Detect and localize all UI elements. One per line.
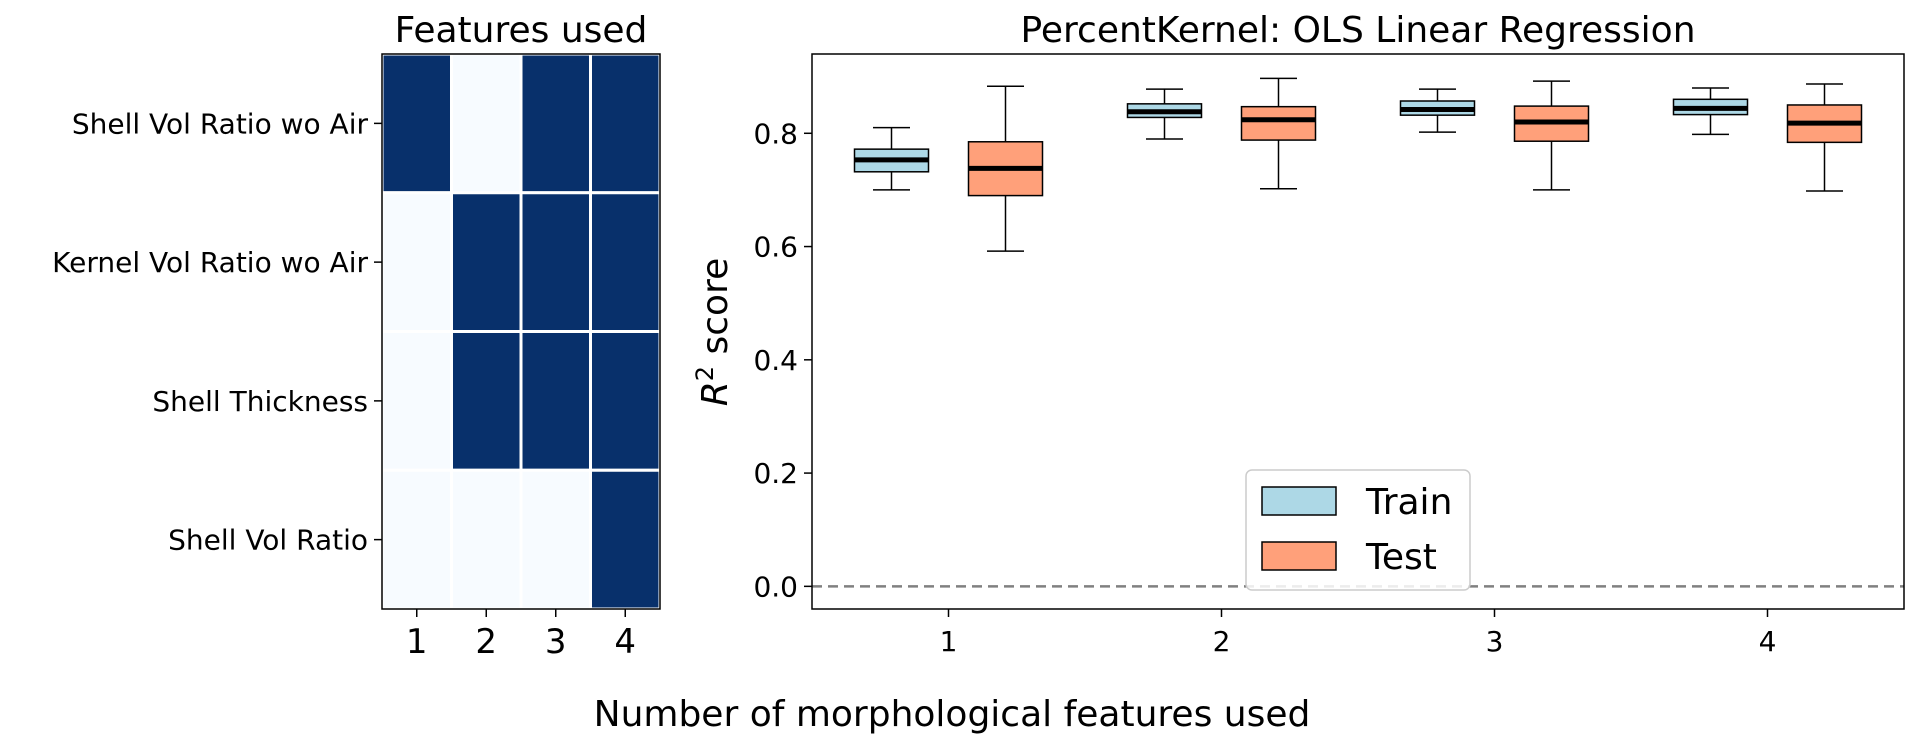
heatmap-cell [519,468,592,611]
heatmap-cell [450,52,523,195]
y-axis-label: R2 score [691,258,736,406]
x-tick-label: 2 [1213,625,1231,658]
x-tick-label: 1 [940,625,958,658]
box-test [967,85,1044,252]
legend-swatch-test [1261,541,1337,571]
shared-x-axis-label: Number of morphological features used [594,694,1311,735]
heatmap-cell [589,191,662,333]
box-test [1240,77,1317,190]
y-tick-label: 0.6 [753,231,798,264]
heatmap-cell [380,468,453,611]
box-iqr [1240,105,1317,141]
heatmap-cell [519,191,592,333]
heatmap-row-label: Shell Vol Ratio wo Air [72,107,369,140]
box-train [1672,87,1749,136]
heatmap-frame [381,53,661,610]
heatmap-cell [589,330,662,472]
y-tick-label: 0.4 [753,344,798,377]
heatmap-cell [519,52,592,195]
heatmap-row-label: Shell Vol Ratio [168,524,368,557]
heatmap-cell [589,468,662,611]
features-heatmap: Features used Shell Vol Ratio wo Air Kern… [52,10,662,662]
heatmap-cell [519,330,592,472]
heatmap-row-labels: Shell Vol Ratio wo Air Kernel Vol Ratio w… [52,107,382,557]
heatmap-title: Features used [395,10,648,51]
y-axis-label-rest: score [695,258,736,366]
x-tick-label: 3 [1486,625,1504,658]
heatmap-cell [450,330,523,472]
y-tick-label: 0.2 [753,457,798,490]
heatmap-cell [380,191,453,333]
box-train [1126,88,1203,140]
box-test [1786,83,1863,192]
heatmap-cell [380,52,453,195]
heatmap-col-label: 2 [475,622,497,662]
heatmap-row-label: Kernel Vol Ratio wo Air [52,246,368,279]
box-train [1399,88,1476,133]
heatmap-cell [589,52,662,195]
y-axis-ticks: 0.0 0.2 0.4 0.6 0.8 [753,117,812,603]
x-tick-label: 4 [1759,625,1777,658]
box-marks [853,77,1863,252]
heatmap-col-label: 1 [406,622,428,662]
boxplot-panel: PercentKernel: OLS Linear Regression 0.0… [691,10,1905,658]
heatmap-row-label: Shell Thickness [152,385,368,418]
boxplot-title: PercentKernel: OLS Linear Regression [1020,10,1695,51]
box-test [1513,80,1590,191]
heatmap-column-labels: 1 2 3 4 [406,609,636,662]
heatmap-col-label: 4 [614,622,636,662]
heatmap-cells [380,52,662,611]
heatmap-cell [450,468,523,611]
heatmap-col-label: 3 [545,622,567,662]
y-axis-label-base: R [695,381,736,406]
boxplot-frame [811,53,1905,610]
heatmap-cell [380,330,453,472]
y-tick-label: 0.8 [753,117,798,150]
heatmap-cell [450,191,523,333]
legend-swatch-train [1261,486,1337,516]
x-axis-ticks: 1 2 3 4 [940,609,1777,658]
y-axis-label-sup: 2 [691,366,719,381]
legend: Train Test [1245,469,1471,591]
legend-label-train: Train [1365,482,1452,523]
y-tick-label: 0.0 [753,570,798,603]
box-train [853,126,930,191]
legend-label-test: Test [1365,537,1437,578]
